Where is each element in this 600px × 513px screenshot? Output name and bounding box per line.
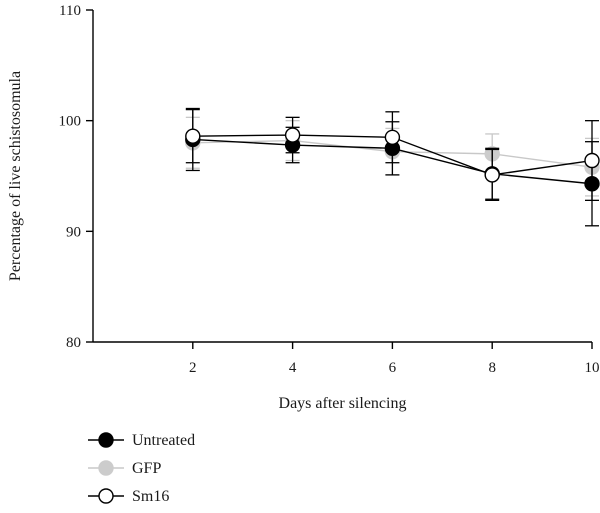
y-axis-title: Percentage of live schistosomula — [7, 71, 24, 281]
legend-item-sm16: Sm16 — [88, 488, 169, 505]
y-tick-label: 100 — [59, 114, 82, 130]
x-tick-label: 8 — [488, 360, 496, 376]
data-point-sm16 — [185, 128, 201, 144]
y-tick-label: 110 — [59, 3, 81, 19]
x-tick-label: 6 — [389, 360, 397, 376]
data-point-sm16 — [384, 129, 401, 145]
legend-label-untreated: Untreated — [132, 432, 195, 449]
y-tick-label: 80 — [66, 335, 81, 351]
x-tick-label: 4 — [289, 360, 297, 376]
legend-label-gfp: GFP — [132, 460, 161, 477]
y-axis-ticks: 80 90 100 110 — [59, 3, 93, 351]
x-tick-label: 2 — [189, 360, 197, 376]
legend-marker-sm16 — [98, 488, 114, 504]
x-axis-ticks: 2 4 6 8 10 — [189, 342, 600, 376]
data-point-sm16 — [584, 152, 600, 169]
legend-marker-gfp — [98, 460, 114, 476]
legend: Untreated GFP Sm16 — [88, 432, 195, 505]
series-layer — [185, 107, 600, 227]
data-point-sm16 — [484, 167, 500, 183]
data-point-sm16 — [284, 127, 301, 143]
x-axis-title: Days after silencing — [279, 395, 407, 412]
y-tick-label: 90 — [66, 224, 81, 240]
x-tick-label: 10 — [585, 360, 600, 376]
legend-marker-untreated — [98, 432, 114, 448]
series-sm16 — [185, 108, 600, 201]
chart-axes — [92, 10, 592, 343]
legend-item-gfp: GFP — [88, 460, 161, 477]
legend-label-sm16: Sm16 — [132, 488, 169, 505]
legend-item-untreated: Untreated — [88, 432, 195, 449]
